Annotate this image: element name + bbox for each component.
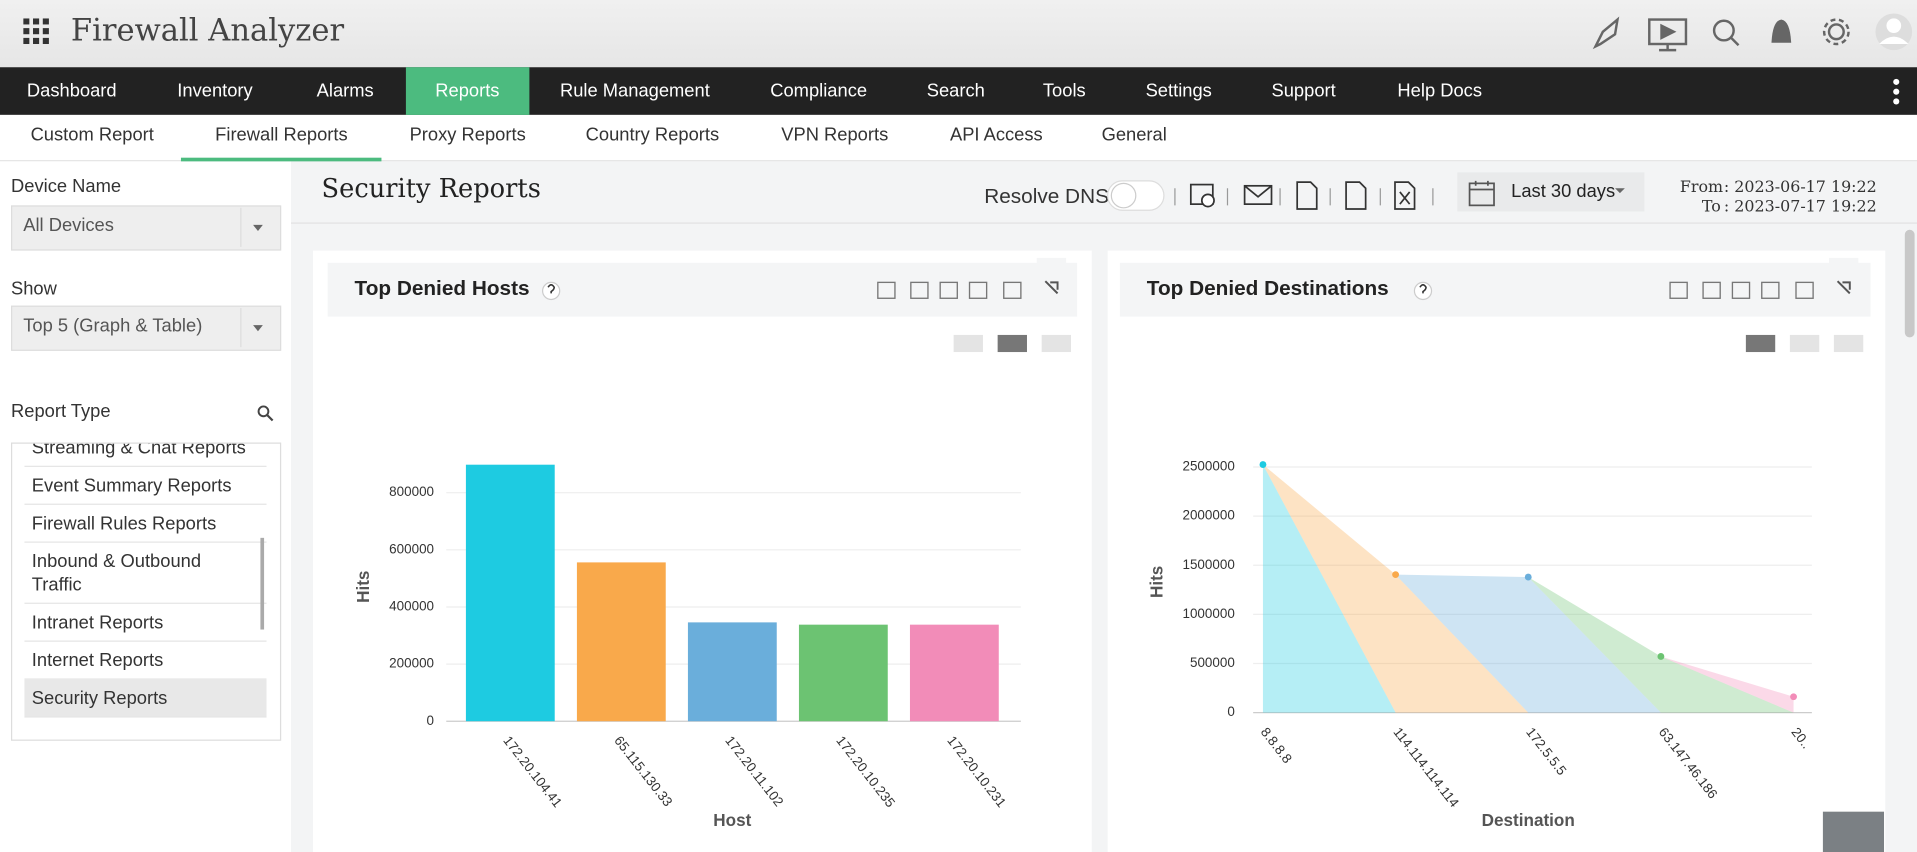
report-type-item[interactable]: Streaming & Chat Reports xyxy=(24,444,267,467)
scrollbar xyxy=(1904,229,1915,338)
apps-icon[interactable] xyxy=(23,18,50,45)
list-scrollbar xyxy=(260,537,265,630)
device-select[interactable] xyxy=(11,205,282,251)
sub-nav-bar xyxy=(0,114,1917,162)
report-type-item[interactable]: Inbound & Outbound Traffic xyxy=(24,543,267,604)
report-type-item[interactable]: Internet Reports xyxy=(24,642,267,680)
panel-header xyxy=(327,262,1078,317)
nav-item[interactable]: Alarms xyxy=(316,80,374,102)
nav-item[interactable]: Reports xyxy=(405,67,529,115)
panel-header xyxy=(1119,262,1871,317)
to-value: : 2023-07-17 19:22 xyxy=(1723,198,1877,217)
more-menu[interactable] xyxy=(1890,77,1902,106)
nav-item[interactable]: Search xyxy=(926,80,985,102)
show-select[interactable] xyxy=(11,305,282,351)
app-title: Firewall Analyzer xyxy=(70,12,345,48)
nav-bar xyxy=(0,67,1917,115)
resolve-dns-label: Resolve DNS xyxy=(984,184,1109,208)
to-label: To xyxy=(1701,198,1721,217)
from-value: : 2023-06-17 19:22 xyxy=(1723,178,1877,197)
content-divider xyxy=(290,222,1917,224)
nav-item[interactable]: Support xyxy=(1271,80,1336,102)
calendar-icon xyxy=(1468,180,1495,207)
report-type-list: Streaming & Chat Reports Event Summary Re… xyxy=(11,442,282,741)
panel xyxy=(312,250,1092,852)
report-type-item[interactable]: Event Summary Reports xyxy=(24,467,267,505)
device-label: Device Name xyxy=(11,176,122,197)
top-bar xyxy=(0,0,1917,68)
nav-item[interactable]: Inventory xyxy=(177,80,253,102)
report-toolbar[interactable] xyxy=(1100,171,1467,215)
sub-nav-item[interactable]: General xyxy=(1101,124,1167,146)
nav-item[interactable]: Dashboard xyxy=(26,80,117,102)
sub-nav-item[interactable]: Country Reports xyxy=(585,124,720,146)
header-icons[interactable] xyxy=(1583,10,1917,59)
from-label: From xyxy=(1679,178,1724,197)
panel xyxy=(1107,250,1886,852)
nav-item[interactable]: Help Docs xyxy=(1397,80,1483,102)
sub-nav-item[interactable]: Custom Report xyxy=(30,124,154,146)
report-type-label: Report Type xyxy=(11,400,111,422)
report-type-item[interactable]: Intranet Reports xyxy=(24,604,267,642)
sidebar xyxy=(0,161,291,852)
nav-item[interactable]: Settings xyxy=(1145,80,1212,102)
show-label: Show xyxy=(11,278,57,300)
sub-nav-item[interactable]: VPN Reports xyxy=(781,124,889,146)
report-type-item[interactable]: Firewall Rules Reports xyxy=(24,505,267,543)
select-carets xyxy=(240,207,263,348)
report-type-items: Streaming & Chat Reports Event Summary Re… xyxy=(24,444,267,718)
sub-nav-item[interactable]: Proxy Reports xyxy=(409,124,526,146)
sub-nav-item[interactable]: Firewall Reports xyxy=(180,115,382,162)
period-value: Last 30 days xyxy=(1511,180,1616,202)
report-title: Security Reports xyxy=(321,173,541,203)
nav-item[interactable]: Tools xyxy=(1042,80,1086,102)
period-caret xyxy=(1615,188,1625,194)
show-value: Top 5 (Graph & Table) xyxy=(23,315,203,337)
search-icon[interactable] xyxy=(257,405,274,422)
nav-item[interactable]: Compliance xyxy=(770,80,868,102)
chat-button[interactable] xyxy=(1822,811,1885,852)
device-value: All Devices xyxy=(23,215,114,236)
sub-nav-item[interactable]: API Access xyxy=(949,124,1043,146)
nav-item[interactable]: Rule Management xyxy=(559,80,710,102)
report-type-item[interactable]: Security Reports xyxy=(24,679,267,718)
